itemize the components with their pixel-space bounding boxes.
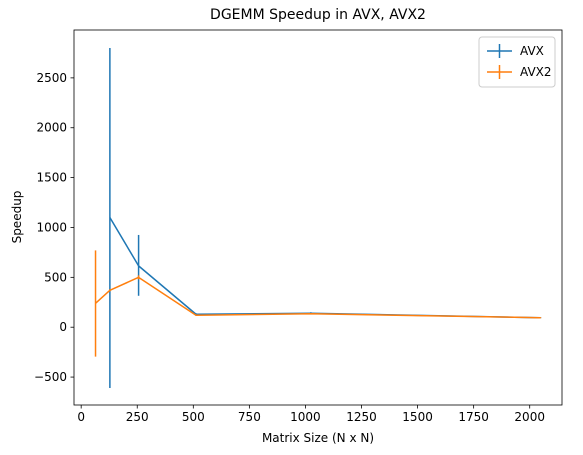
y-tick-label: 1500 [36,171,67,185]
series-line [109,217,541,319]
x-tick-label: 1500 [402,410,433,424]
legend-box [478,36,556,88]
y-tick-label: −500 [34,370,67,384]
x-tick-label: 2000 [514,410,545,424]
y-tick-label: 2000 [36,121,67,135]
x-tick-label: 1750 [458,410,489,424]
legend: AVX AVX2 [478,36,556,88]
y-axis-label: Speedup [10,191,24,244]
series-avx [109,47,542,389]
plot-frame [73,29,563,406]
x-tick-label: 500 [182,410,205,424]
y-tick-label: 2500 [36,71,67,85]
plot-area: 0 250 500 750 1000 1250 1500 1750 2000 −500 0 500 10… [34,29,563,424]
series-line [95,276,541,319]
legend-label: AVX [520,44,544,58]
legend-label: AVX2 [520,65,552,79]
x-tick-label: 1000 [290,410,321,424]
x-tick-label: 250 [126,410,149,424]
y-tick-label: 500 [44,270,67,284]
chart-title: DGEMM Speedup in AVX, AVX2 [210,7,426,23]
y-tick-label: 1000 [36,220,67,234]
x-tick-label: 1250 [346,410,377,424]
y-tick-label: 0 [59,320,67,334]
series-avx2 [94,250,542,357]
legend-item-avx2: AVX2 [487,65,552,79]
legend-item-avx: AVX [487,44,544,58]
x-axis-label: Matrix Size (N x N) [262,431,374,445]
x-tick-label: 750 [238,410,261,424]
x-tick-label: 0 [77,410,85,424]
